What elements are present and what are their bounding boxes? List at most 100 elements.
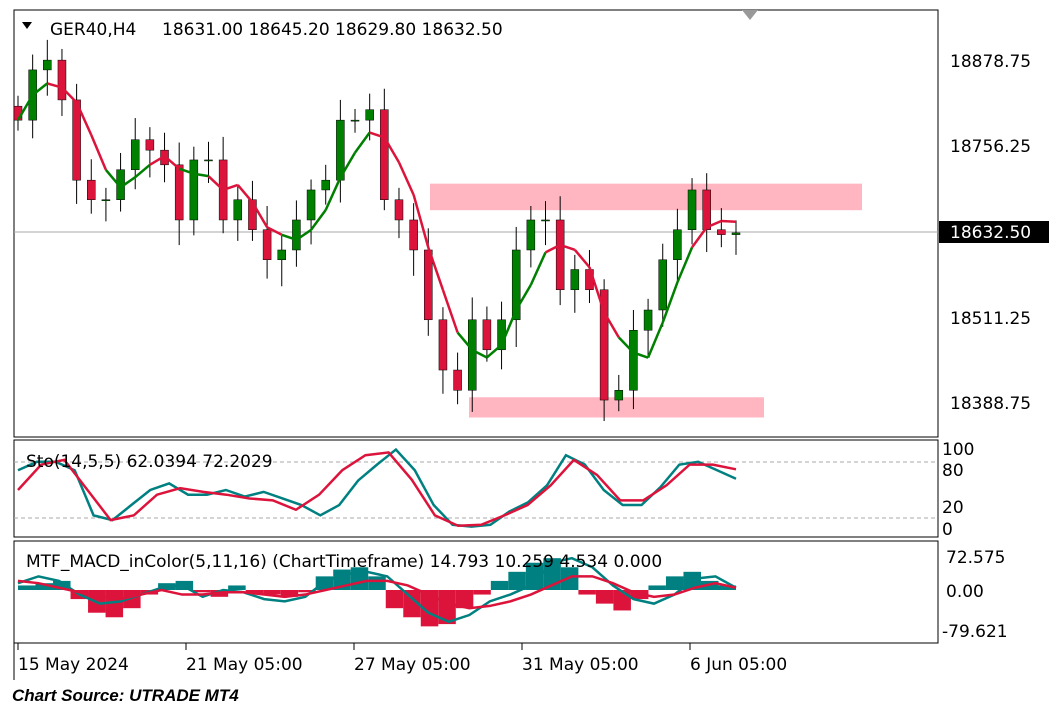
candle bbox=[614, 390, 624, 401]
stoch-signal-line bbox=[17, 451, 737, 527]
moving-average-segment bbox=[633, 351, 649, 359]
moving-average-segment bbox=[676, 246, 694, 283]
candle bbox=[262, 229, 272, 261]
moving-average-segment bbox=[544, 243, 561, 254]
candle bbox=[204, 159, 213, 162]
candle bbox=[292, 219, 301, 251]
moving-average-segment bbox=[149, 155, 166, 166]
stoch-level: 100 bbox=[942, 440, 974, 460]
moving-average-segment bbox=[46, 82, 63, 89]
candle bbox=[101, 199, 111, 201]
time-label: 31 May 05:00 bbox=[522, 655, 639, 675]
moving-average-segment bbox=[397, 161, 415, 196]
moving-average-segment bbox=[529, 251, 547, 286]
moving-average-segment bbox=[369, 131, 385, 139]
current-price-box bbox=[939, 221, 1049, 243]
candle bbox=[511, 249, 521, 321]
macd-label: MTF_MACD_inColor(5,11,16) (ChartTimefram… bbox=[26, 552, 662, 572]
moving-average-segment bbox=[427, 246, 445, 291]
candle bbox=[438, 319, 448, 371]
current-price-label: 18632.50 bbox=[950, 223, 1031, 243]
moving-average-segment bbox=[588, 266, 606, 313]
macd-histogram-bar bbox=[18, 585, 36, 590]
candle bbox=[43, 59, 52, 71]
moving-average-segment bbox=[691, 226, 708, 249]
candle bbox=[321, 179, 330, 191]
macd-histogram-bar bbox=[578, 590, 596, 595]
stoch-level: 0 bbox=[942, 520, 953, 540]
macd-histogram-bar bbox=[718, 585, 736, 590]
candle bbox=[717, 229, 726, 235]
moving-average-segment bbox=[324, 177, 342, 211]
moving-average-segment bbox=[178, 167, 195, 175]
main-pane bbox=[13, 9, 939, 438]
moving-average-segment bbox=[412, 194, 430, 248]
supply-demand-zone[interactable] bbox=[469, 397, 764, 418]
stoch-pane bbox=[13, 439, 939, 538]
macd-histogram-bar bbox=[420, 590, 439, 627]
macd-tick: 72.575 bbox=[946, 548, 1005, 568]
candle bbox=[57, 59, 67, 101]
chart-source: Chart Source: UTRADE MT4 bbox=[12, 686, 239, 705]
candle bbox=[130, 139, 140, 170]
macd-histogram-bar bbox=[35, 583, 54, 590]
moving-average-segment bbox=[31, 82, 49, 97]
candle bbox=[658, 259, 667, 311]
moving-average-segment bbox=[617, 336, 635, 354]
macd-histogram-bar bbox=[368, 576, 386, 590]
moving-average-segment bbox=[706, 219, 722, 229]
candle bbox=[687, 189, 697, 230]
candle bbox=[629, 329, 638, 391]
candle bbox=[409, 219, 418, 251]
moving-average-segment bbox=[603, 311, 620, 339]
time-label: 27 May 05:00 bbox=[354, 655, 471, 675]
symbol-dropdown-icon[interactable] bbox=[22, 22, 32, 29]
stoch-level: 80 bbox=[942, 461, 964, 481]
moving-average-segment bbox=[222, 183, 239, 192]
stoch-level: 20 bbox=[942, 498, 964, 518]
time-label: 15 May 2024 bbox=[18, 655, 129, 675]
candle bbox=[87, 179, 96, 200]
moving-average-segment bbox=[295, 228, 312, 241]
macd-histogram-bar bbox=[193, 590, 211, 593]
moving-average-segment bbox=[75, 102, 93, 136]
candle bbox=[248, 199, 257, 230]
supply-demand-zone[interactable] bbox=[430, 183, 862, 211]
scroll-marker-icon[interactable] bbox=[742, 10, 758, 20]
candle bbox=[702, 189, 711, 230]
candle bbox=[174, 164, 184, 221]
macd-histogram-bar bbox=[228, 585, 246, 590]
candle bbox=[306, 189, 316, 221]
candle bbox=[233, 199, 243, 221]
macd-histogram-bar bbox=[438, 590, 456, 625]
candle bbox=[424, 249, 433, 321]
moving-average-segment bbox=[251, 201, 269, 228]
candle bbox=[380, 109, 389, 200]
macd-histogram-bar bbox=[595, 590, 614, 604]
moving-average-segment bbox=[661, 282, 679, 323]
moving-average-segment bbox=[281, 233, 297, 242]
macd-histogram-bar bbox=[53, 580, 71, 590]
moving-average-segment bbox=[61, 86, 78, 104]
stoch-main-line bbox=[17, 447, 737, 528]
candle bbox=[731, 232, 741, 235]
moving-average-segment bbox=[163, 155, 180, 170]
macd-histogram-bar bbox=[280, 590, 299, 597]
moving-average-segment bbox=[193, 172, 209, 178]
moving-average-segment bbox=[500, 309, 518, 346]
price-tick: 18388.75 bbox=[950, 394, 1031, 414]
moving-average-segment bbox=[104, 169, 122, 189]
macd-tick: -79.621 bbox=[942, 622, 1008, 642]
macd-pane bbox=[13, 540, 939, 644]
moving-average-segment bbox=[207, 175, 224, 191]
macd-histogram-bar bbox=[298, 590, 316, 593]
macd-tick: 0.00 bbox=[946, 582, 984, 602]
candle bbox=[467, 319, 477, 391]
moving-average-segment bbox=[354, 131, 371, 154]
candle bbox=[350, 119, 360, 122]
candle bbox=[526, 219, 536, 251]
candle bbox=[643, 309, 653, 331]
macd-histogram-bar bbox=[490, 580, 509, 590]
candle bbox=[394, 199, 404, 221]
